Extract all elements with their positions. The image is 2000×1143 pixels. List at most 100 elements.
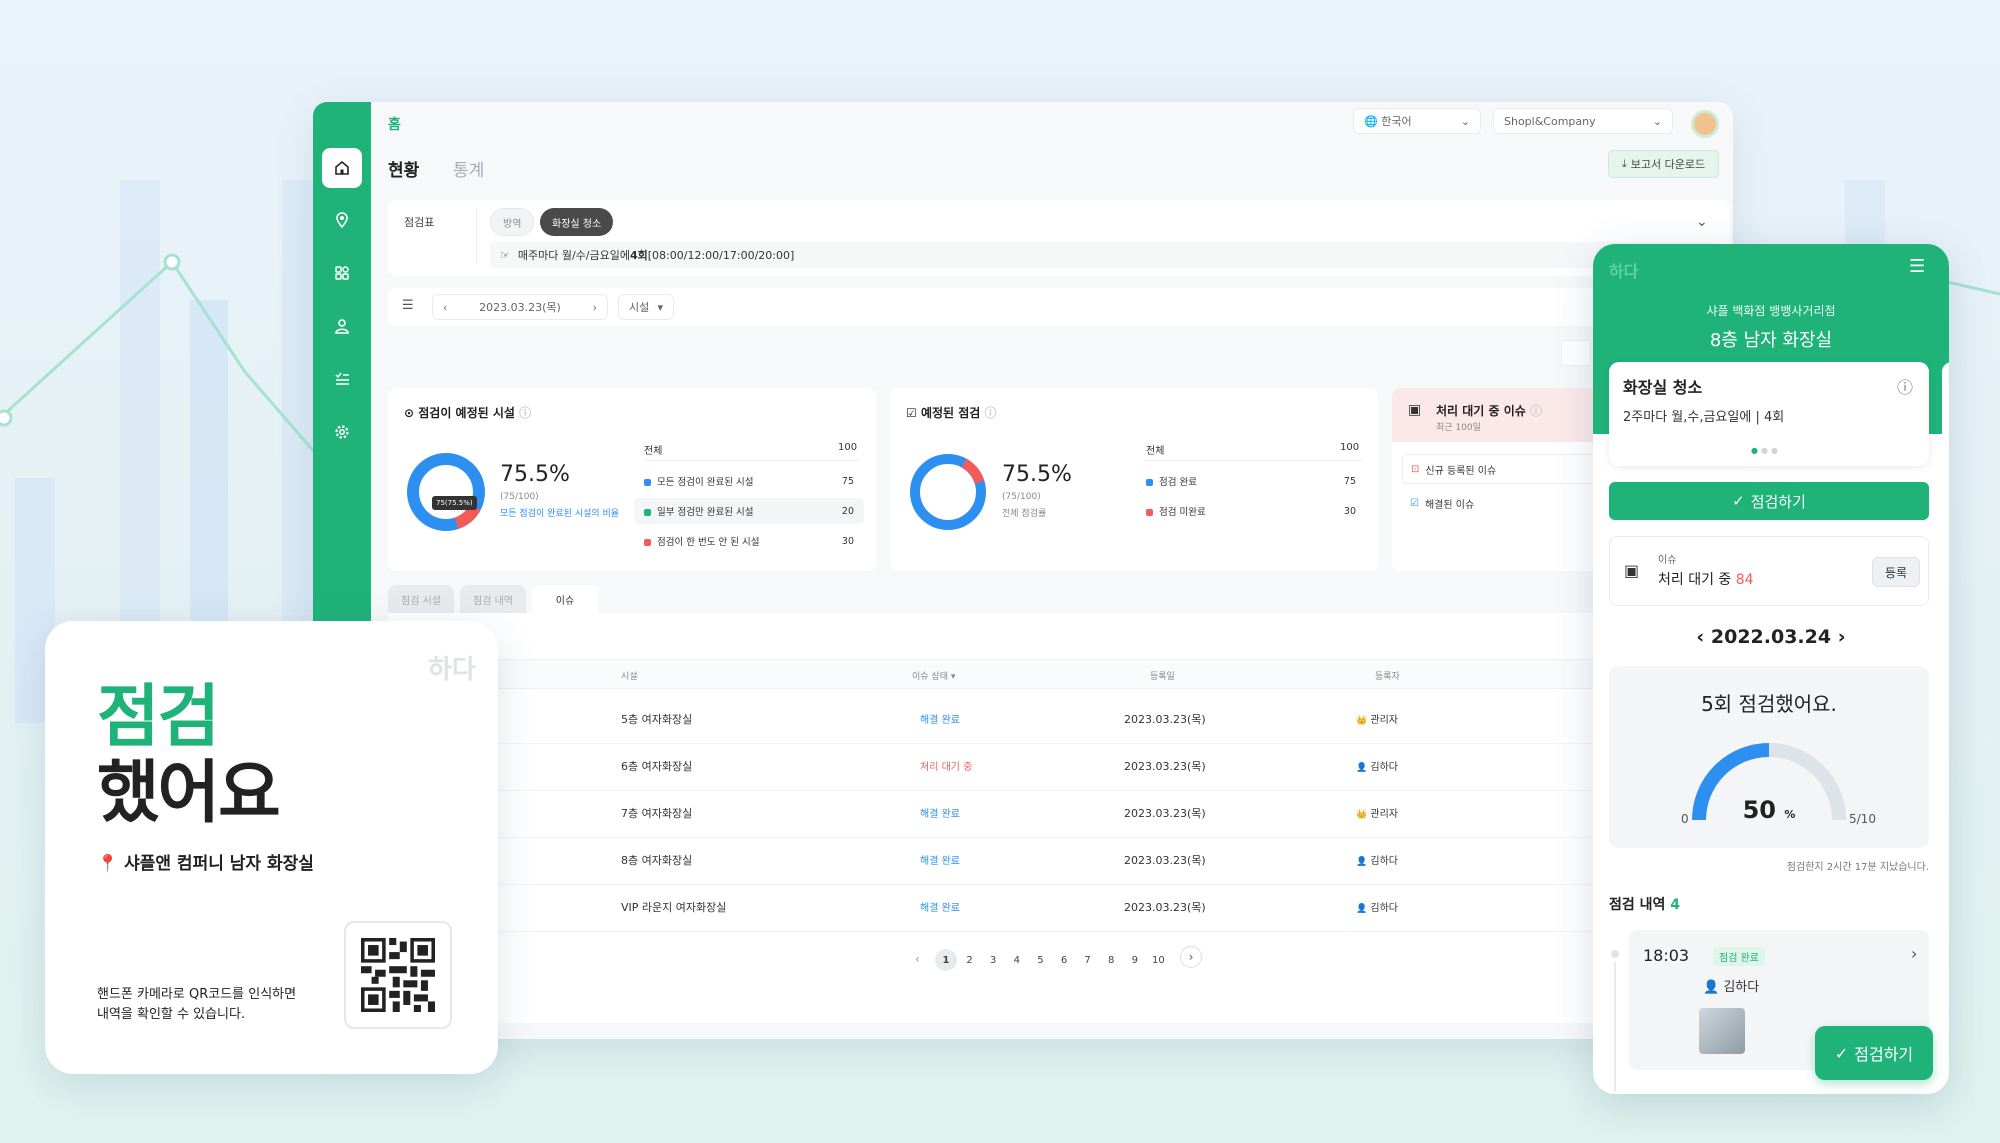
- overlay-location: 📍 샤플앤 컴퍼니 남자 화장실: [97, 849, 314, 874]
- home-icon[interactable]: [322, 148, 362, 188]
- pagination-page[interactable]: 2: [966, 954, 973, 966]
- legend-value: 30: [841, 535, 854, 547]
- col-date: 등록일: [1150, 672, 1175, 682]
- row-registrant-name: 김하다: [1370, 903, 1399, 914]
- chevron-right-icon[interactable]: ›: [1911, 944, 1918, 963]
- next-task-card-peek[interactable]: [1942, 362, 1949, 466]
- pagination-page[interactable]: 1: [935, 949, 957, 971]
- filter-sliders-icon[interactable]: ☰: [402, 298, 414, 313]
- user-icon[interactable]: [322, 306, 362, 346]
- user-filter-icon[interactable]: [1561, 340, 1591, 366]
- language-select[interactable]: 🌐 한국어 ⌄: [1353, 108, 1481, 134]
- facility-total-label: 전체: [644, 446, 663, 457]
- info-icon[interactable]: ⓘ: [1897, 378, 1914, 397]
- message-alert-icon: ▣: [1624, 561, 1640, 580]
- chevron-down-icon[interactable]: ⌄: [1696, 214, 1708, 230]
- tab-stats[interactable]: 통계: [453, 161, 485, 181]
- facility-filter[interactable]: 시설 ▾: [618, 294, 674, 320]
- pagination-page[interactable]: 8: [1108, 954, 1115, 966]
- chip-bangyeok[interactable]: 방역: [490, 208, 535, 236]
- legend-item[interactable]: 모든 점검이 완료된 시설 75: [634, 468, 864, 494]
- qr-code-icon: [361, 938, 435, 1012]
- hamburger-menu-icon[interactable]: ☰: [1909, 256, 1926, 277]
- issue-card: ▣ 이슈 처리 대기 중 84 등록: [1609, 536, 1929, 606]
- mobile-logo: 하다: [1609, 262, 1639, 281]
- pagination-next-icon[interactable]: ›: [1180, 946, 1202, 968]
- legend-item[interactable]: 점검 완료 75: [1136, 468, 1366, 494]
- facility-stat-card: ⊙ 점검이 예정된 시설 ⓘ 75(75.5%) 75.5% (75/100) …: [388, 388, 876, 571]
- elapsed-text: 점검한지 2시간 17분 지났습니다.: [1786, 862, 1929, 873]
- tab-check-facilities[interactable]: 점검 시설: [388, 585, 454, 613]
- location-pin-icon[interactable]: [322, 200, 362, 240]
- pagination-page[interactable]: 7: [1084, 954, 1091, 966]
- resolved-issue-label: 해결된 이슈: [1424, 499, 1475, 511]
- date-picker[interactable]: ‹ 2023.03.23(목) ›: [432, 294, 608, 320]
- pagination-prev-icon[interactable]: ‹: [915, 952, 920, 966]
- pagination-page[interactable]: 3: [990, 954, 997, 966]
- carousel-dots[interactable]: ●●●: [1751, 446, 1781, 455]
- chevron-left-icon[interactable]: ‹: [1696, 626, 1705, 648]
- checkmark-icon: ✓: [1834, 1043, 1849, 1063]
- row-registrant: 👤 김하다: [1356, 758, 1398, 773]
- crown-icon: 👑: [1356, 716, 1368, 726]
- checklist-icon[interactable]: [322, 359, 362, 399]
- settings-gear-icon[interactable]: [322, 412, 362, 452]
- chevron-left-icon[interactable]: ‹: [443, 300, 448, 314]
- gauge-min: 0: [1681, 812, 1689, 826]
- message-alert-icon: ▣: [1408, 402, 1422, 418]
- divider: [476, 208, 477, 264]
- resolved-issue-item[interactable]: ☑ 해결된 이슈: [1402, 488, 1722, 518]
- mobile-date-nav: ‹ 2022.03.24 ›: [1593, 626, 1949, 648]
- tab-check-history[interactable]: 점검 내역: [460, 585, 526, 613]
- company-select[interactable]: Shopl&Company ⌄: [1493, 108, 1673, 134]
- pagination-page[interactable]: 9: [1131, 954, 1138, 966]
- alert-square-icon: ⊡: [1411, 463, 1420, 475]
- mobile-store-name: 샤플 백화점 뱅뱅사거리점: [1706, 304, 1836, 318]
- issue-pending: 처리 대기 중 84: [1658, 569, 1754, 589]
- breadcrumb[interactable]: 홈: [388, 117, 401, 133]
- legend-item[interactable]: 점검이 한 번도 안 된 시설 30: [634, 528, 864, 554]
- task-card[interactable]: 화장실 청소 ⓘ 2주마다 월,수,금요일에 | 4회 ●●●: [1609, 362, 1929, 466]
- grid-icon[interactable]: [322, 253, 362, 293]
- pagination-page[interactable]: 10: [1152, 954, 1165, 966]
- avatar[interactable]: [1691, 110, 1719, 138]
- chevron-right-icon[interactable]: ›: [592, 300, 597, 314]
- row-registrant-name: 관리자: [1370, 715, 1399, 726]
- legend-item[interactable]: 점검 미완료 30: [1136, 498, 1366, 524]
- row-facility: 5층 여자화장실: [621, 713, 693, 726]
- history-title: 점검 내역 4: [1609, 894, 1680, 914]
- legend-value: 75: [1343, 475, 1356, 487]
- language-value: 한국어: [1381, 115, 1412, 128]
- row-registrant-name: 김하다: [1370, 856, 1399, 867]
- location-pin-icon: ⊙: [404, 406, 415, 420]
- issue-pending-text: 처리 대기 중: [1658, 572, 1736, 588]
- scheduled-caption: 전체 점검률: [1002, 509, 1047, 519]
- row-issue-status: 해결 완료: [920, 856, 960, 867]
- col-issue-status[interactable]: 이슈 상태 ▾: [912, 669, 955, 682]
- report-download-button[interactable]: ⤓ 보고서 다운로드: [1608, 150, 1719, 178]
- gauge-max: 5/10: [1849, 812, 1876, 826]
- chip-restroom-cleaning[interactable]: 화장실 청소: [540, 208, 614, 236]
- floating-check-button[interactable]: ✓ 점검하기: [1815, 1026, 1933, 1080]
- tab-status[interactable]: 현황: [388, 161, 420, 181]
- chevron-right-icon[interactable]: ›: [1837, 626, 1846, 648]
- legend-item[interactable]: 일부 점검만 완료된 시설 20: [634, 498, 864, 524]
- pagination-page[interactable]: 6: [1060, 954, 1068, 966]
- history-photo-thumbnail[interactable]: [1699, 1008, 1745, 1054]
- tab-issues[interactable]: 이슈: [532, 585, 598, 613]
- check-button[interactable]: ✓ 점검하기: [1609, 482, 1929, 520]
- row-registrant: 👑 관리자: [1356, 711, 1398, 726]
- info-icon: ⓘ: [984, 406, 997, 420]
- pagination-page[interactable]: 5: [1037, 954, 1044, 966]
- legend-label: 점검이 한 번도 안 된 시설: [657, 537, 760, 548]
- register-button[interactable]: 등록: [1872, 557, 1920, 587]
- pagination-page[interactable]: 4: [1013, 954, 1020, 966]
- company-value: Shopl&Company: [1504, 114, 1596, 128]
- history-user-name: 김하다: [1723, 980, 1760, 995]
- globe-icon: 🌐: [1364, 115, 1378, 128]
